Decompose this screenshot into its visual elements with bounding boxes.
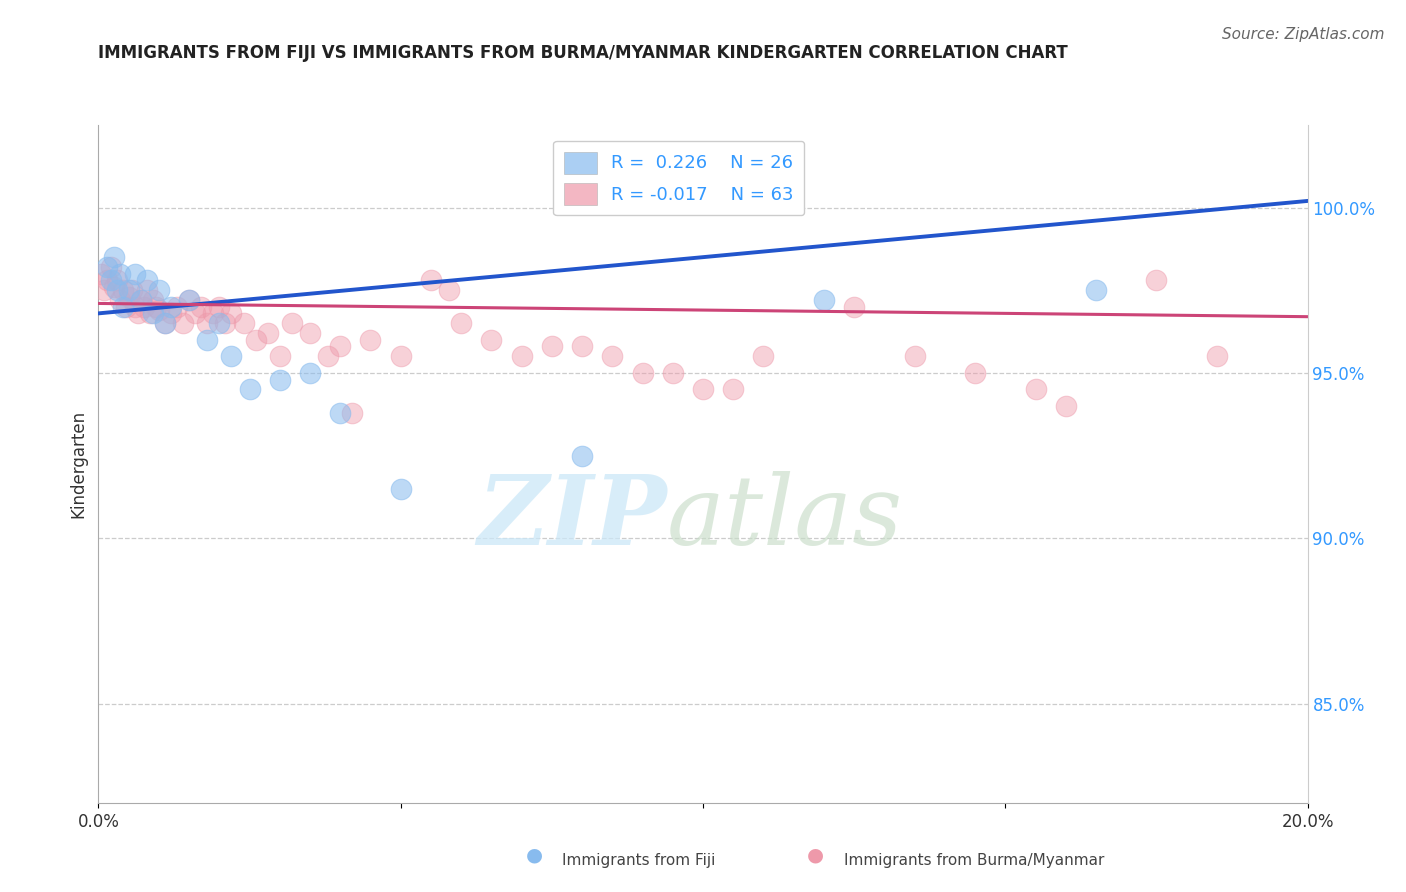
Point: [723, 383, 745, 397]
Point: [111, 300, 134, 314]
Point: [904, 350, 927, 364]
Point: [221, 350, 243, 364]
Point: [214, 316, 236, 330]
Point: [256, 326, 278, 341]
Point: [90, 267, 112, 281]
Text: atlas: atlas: [666, 471, 903, 565]
Point: [190, 300, 212, 314]
Text: IMMIGRANTS FROM FIJI VS IMMIGRANTS FROM BURMA/MYANMAR KINDERGARTEN CORRELATION C: IMMIGRANTS FROM FIJI VS IMMIGRANTS FROM …: [98, 45, 1069, 62]
Point: [118, 283, 141, 297]
Point: [662, 366, 685, 380]
Point: [179, 293, 201, 307]
Point: [139, 306, 162, 320]
Y-axis label: Kindergarten: Kindergarten: [69, 409, 87, 518]
Point: [631, 366, 654, 380]
Point: [124, 300, 146, 314]
Point: [299, 366, 322, 380]
Point: [813, 293, 835, 307]
Point: [389, 482, 412, 496]
Point: [135, 273, 157, 287]
Point: [111, 283, 134, 297]
Point: [316, 350, 339, 364]
Point: [450, 316, 472, 330]
Point: [329, 339, 352, 353]
Point: [166, 300, 188, 314]
Point: [93, 283, 115, 297]
Point: [202, 306, 225, 320]
Point: [481, 333, 503, 347]
Text: Immigrants from Fiji: Immigrants from Fiji: [562, 854, 716, 868]
Point: [105, 283, 128, 297]
Point: [239, 383, 262, 397]
Point: [129, 293, 152, 307]
Point: [96, 260, 118, 274]
Point: [105, 273, 128, 287]
Point: [510, 350, 533, 364]
Point: [269, 350, 291, 364]
Point: [160, 306, 183, 320]
Point: [571, 339, 593, 353]
Point: [965, 366, 987, 380]
Point: [1024, 383, 1046, 397]
Point: [281, 316, 304, 330]
Point: [103, 250, 125, 264]
Point: [208, 300, 231, 314]
Point: [96, 273, 118, 287]
Point: [1054, 399, 1077, 413]
Text: Immigrants from Burma/Myanmar: Immigrants from Burma/Myanmar: [844, 854, 1104, 868]
Point: [118, 290, 141, 304]
Point: [108, 293, 131, 307]
Text: ●: ●: [526, 846, 543, 864]
Point: [299, 326, 322, 341]
Point: [437, 283, 460, 297]
Point: [100, 273, 122, 287]
Point: [245, 333, 267, 347]
Point: [692, 383, 714, 397]
Point: [184, 306, 207, 320]
Point: [124, 267, 146, 281]
Point: [541, 339, 564, 353]
Point: [329, 406, 352, 420]
Point: [132, 300, 155, 314]
Point: [752, 350, 775, 364]
Point: [844, 300, 866, 314]
Text: Source: ZipAtlas.com: Source: ZipAtlas.com: [1222, 27, 1385, 42]
Point: [142, 306, 165, 320]
Point: [129, 293, 152, 307]
Point: [153, 316, 176, 330]
Point: [1085, 283, 1108, 297]
Point: [172, 316, 194, 330]
Point: [100, 260, 122, 274]
Point: [153, 316, 176, 330]
Point: [148, 303, 170, 318]
Point: [160, 300, 183, 314]
Point: [135, 283, 157, 297]
Point: [208, 316, 231, 330]
Point: [195, 316, 218, 330]
Text: ZIP: ZIP: [477, 471, 666, 565]
Point: [389, 350, 412, 364]
Point: [269, 372, 291, 386]
Point: [103, 280, 125, 294]
Point: [1206, 350, 1229, 364]
Text: ●: ●: [807, 846, 824, 864]
Point: [127, 306, 149, 320]
Point: [145, 300, 167, 314]
Point: [179, 293, 201, 307]
Point: [142, 293, 165, 307]
Point: [571, 449, 593, 463]
Point: [420, 273, 443, 287]
Point: [121, 283, 143, 297]
Legend: R =  0.226    N = 26, R = -0.017    N = 63: R = 0.226 N = 26, R = -0.017 N = 63: [554, 141, 804, 216]
Point: [114, 300, 136, 314]
Point: [108, 267, 131, 281]
Point: [360, 333, 382, 347]
Point: [232, 316, 254, 330]
Point: [195, 333, 218, 347]
Point: [148, 283, 170, 297]
Point: [221, 306, 243, 320]
Point: [342, 406, 364, 420]
Point: [1146, 273, 1168, 287]
Point: [602, 350, 624, 364]
